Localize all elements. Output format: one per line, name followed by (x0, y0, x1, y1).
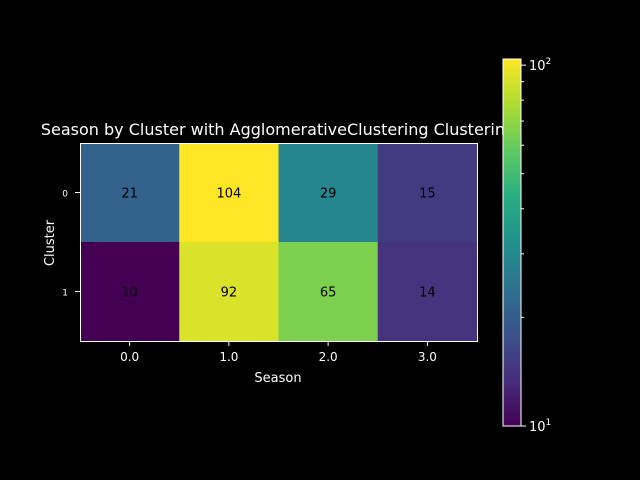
heatmap-cell (80, 242, 180, 342)
cell-value-label: 10 (121, 286, 138, 301)
cell-value-label: 104 (216, 187, 241, 202)
plot-frame (80, 143, 478, 342)
heatmap-cell (278, 242, 379, 342)
y-tick-label: 0 (62, 190, 68, 200)
chart-title: Season by Cluster with AgglomerativeClus… (41, 120, 515, 139)
heatmap-cell (278, 143, 379, 243)
heatmap-cell (377, 242, 478, 342)
x-tick-label: 3.0 (418, 350, 437, 364)
y-tick-label: 1 (62, 289, 68, 299)
x-tick-label: 1.0 (219, 350, 238, 364)
x-axis-ticks: 0.0 1.0 2.0 3.0 (120, 341, 437, 364)
cell-value-label: 21 (121, 187, 138, 202)
cell-value-label: 92 (221, 286, 238, 301)
heatmap-cell (179, 242, 279, 342)
cell-value-label: 15 (419, 187, 436, 202)
cell-value-label: 14 (419, 286, 436, 301)
colorbar-tick-label: 101 (529, 418, 551, 435)
cell-value-label: 29 (320, 187, 337, 202)
colorbar-tick-label: 102 (529, 57, 551, 74)
y-axis-ticks: 01 (62, 190, 80, 299)
cell-value-label: 65 (320, 286, 337, 301)
heatmap-cell (179, 143, 279, 243)
x-tick-label: 0.0 (120, 350, 139, 364)
heatmap-cell (80, 143, 180, 243)
y-axis-label: Cluster (43, 219, 58, 266)
colorbar-ticks: 101 102 (521, 57, 551, 435)
heatmap-cells: 21 104 29 15 10 92 65 14 (80, 143, 478, 342)
x-axis-label: Season (254, 371, 301, 386)
heatmap-cell (377, 143, 478, 243)
x-tick-label: 2.0 (319, 350, 338, 364)
colorbar (502, 58, 522, 427)
